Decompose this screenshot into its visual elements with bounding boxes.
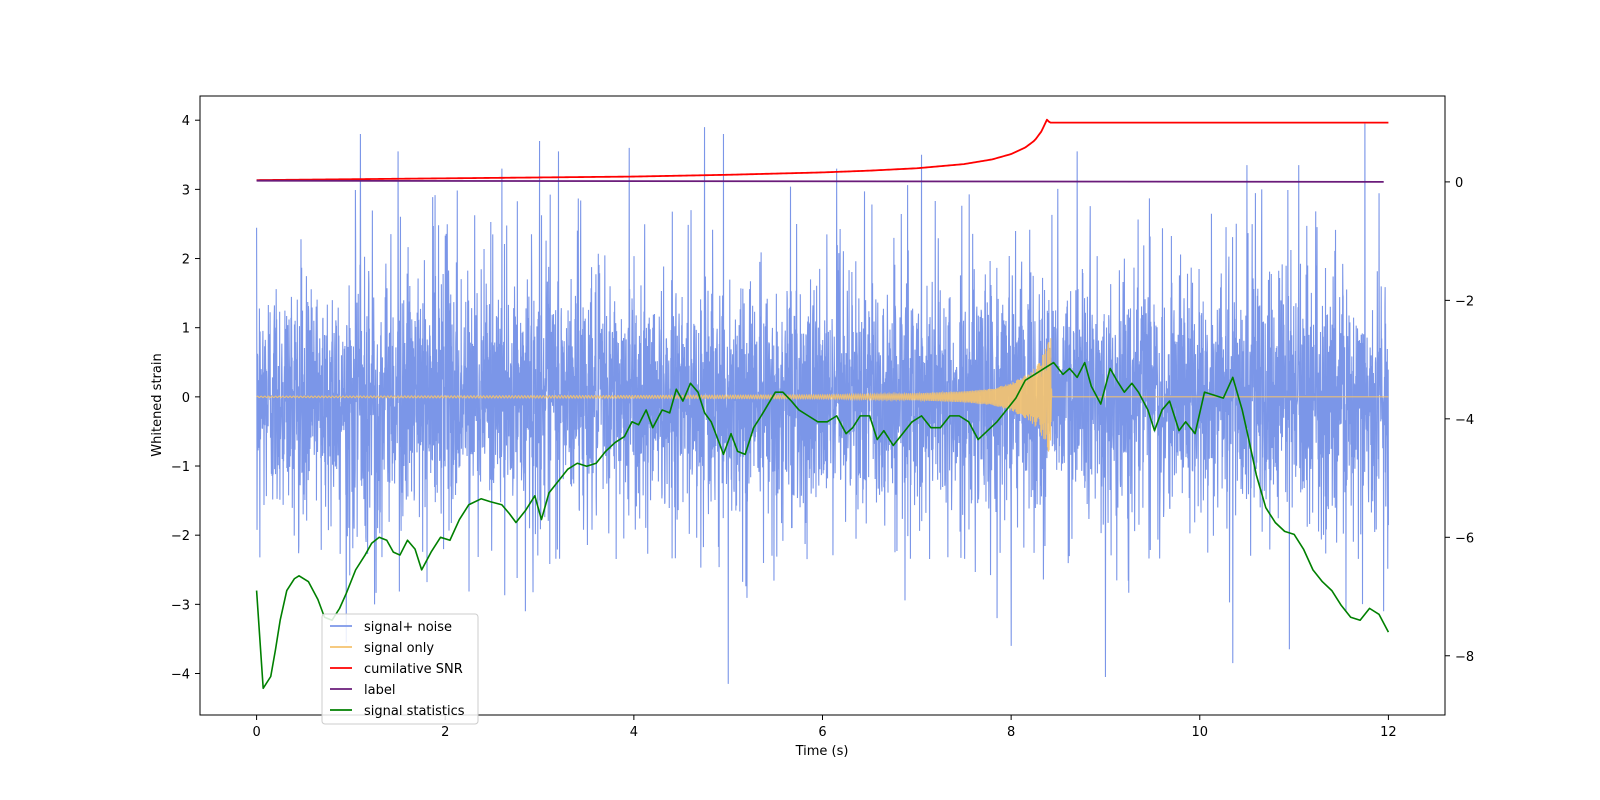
x-tick-label: 8 [1007,725,1015,740]
signal-statistics-line [255,361,1390,690]
x-axis-label: Time (s) [795,744,849,759]
left-y-axis-label: Whitened strain [150,353,165,456]
left-y-tick-label: 1 [182,322,190,337]
cumulative-snr-line [256,118,1389,182]
x-tick-label: 10 [1191,725,1208,740]
label-line [256,179,1384,183]
right-y-tick-label: −8 [1455,650,1474,665]
left-y-tick-label: 0 [182,391,190,406]
right-y-tick-label: −2 [1455,294,1474,309]
legend-label: signal only [364,641,434,656]
legend: signal+ noise signal only cumilative SNR la… [321,613,479,725]
x-tick-label: 12 [1380,725,1397,740]
left-y-tick-label: −3 [171,598,190,613]
x-tick-label: 6 [818,725,826,740]
legend-label: signal+ noise [364,620,452,635]
legend-label: label [364,683,395,698]
left-y-tick-label: 4 [182,114,190,129]
x-axis: 0 2 4 6 8 10 12 [252,715,1397,740]
right-y-axis: −8 −6 −4 −2 0 [1445,176,1474,665]
left-y-tick-label: 2 [182,253,190,268]
right-y-tick-label: 0 [1455,176,1463,191]
right-y-tick-label: −4 [1455,413,1474,428]
legend-label: signal statistics [364,704,465,719]
left-y-tick-label: −2 [171,529,190,544]
signal-statistics-series [255,361,1390,690]
x-tick-label: 0 [252,725,260,740]
legend-label: cumilative SNR [364,662,463,677]
signal-noise-series [256,123,1389,684]
label-series [256,179,1384,183]
left-y-tick-label: −4 [171,668,190,683]
right-y-tick-label: −6 [1455,531,1474,546]
x-tick-label: 2 [441,725,449,740]
cumulative-snr-series [256,118,1389,182]
signal-noise-line [256,123,1389,684]
signal-only-line [256,338,1389,452]
x-tick-label: 4 [630,725,638,740]
left-y-tick-label: 3 [182,183,190,198]
left-y-tick-label: −1 [171,460,190,475]
left-y-axis: −4 −3 −2 −1 0 1 2 3 4 [171,114,200,683]
legend-box [321,613,479,725]
signal-only-series [256,338,1389,452]
